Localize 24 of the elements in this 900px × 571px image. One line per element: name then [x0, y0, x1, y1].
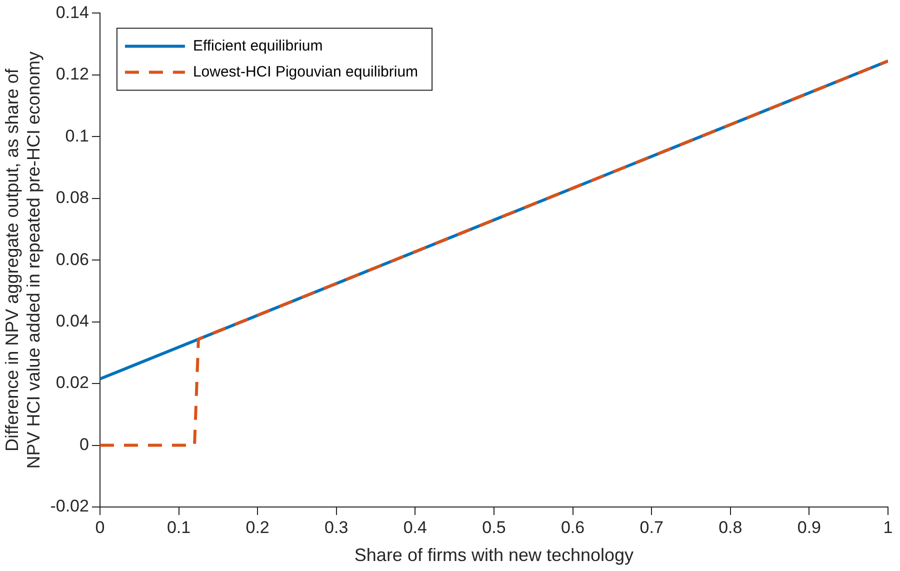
y-tick-label: 0 — [79, 434, 89, 454]
y-tick-label: -0.02 — [50, 496, 89, 516]
x-tick-label: 0.4 — [403, 518, 427, 537]
y-tick-label: 0.12 — [56, 64, 89, 84]
x-tick-label: 0.1 — [166, 518, 191, 537]
y-tick-label: 0.1 — [65, 126, 89, 146]
x-tick-label: 0.7 — [640, 518, 664, 537]
y-axis-title: Difference in NPV aggregate output, as share of NPV HCI value added in repeated pre-HCI economy — [2, 51, 44, 469]
y-tick-label: 0.08 — [56, 188, 89, 208]
x-tick-label: 0 — [95, 518, 105, 537]
x-axis-title: Share of firms with new technology — [354, 545, 634, 566]
x-tick-label: 0.5 — [482, 518, 506, 537]
x-tick-label: 0.6 — [560, 518, 585, 537]
y-tick-label: 0.06 — [56, 250, 89, 269]
y-tick-label: 0.14 — [56, 2, 89, 22]
legend-label: Lowest-HCI Pigouvian equilibrium — [192, 63, 418, 80]
y-tick-label: 0.02 — [56, 373, 89, 392]
x-tick-label: 1 — [883, 518, 893, 537]
legend-label: Efficient equilibrium — [192, 37, 323, 54]
x-tick-label: 0.9 — [797, 518, 822, 537]
x-tick-label: 0.3 — [324, 518, 348, 537]
x-tick-label: 0.8 — [718, 518, 742, 537]
x-tick-label: 0.2 — [246, 518, 270, 537]
y-tick-label: 0.04 — [56, 312, 89, 331]
